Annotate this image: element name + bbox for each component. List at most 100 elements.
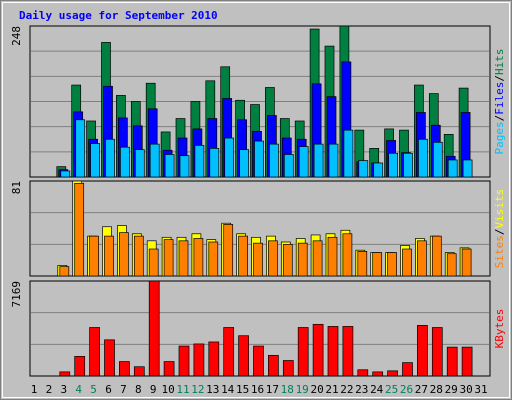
bar bbox=[238, 235, 248, 277]
x-tick-label: 26 bbox=[400, 383, 413, 396]
legend-entry: KBytes bbox=[493, 309, 506, 349]
bar bbox=[343, 129, 354, 178]
bar bbox=[372, 252, 383, 277]
bar bbox=[269, 143, 279, 178]
x-tick-label: 22 bbox=[340, 383, 353, 396]
bar bbox=[149, 143, 160, 178]
bar bbox=[134, 149, 145, 178]
bar bbox=[89, 327, 100, 377]
bar bbox=[74, 356, 86, 377]
bar bbox=[239, 149, 249, 178]
x-tick-label: 18 bbox=[281, 383, 294, 396]
bar bbox=[104, 339, 115, 377]
bar bbox=[357, 369, 369, 377]
bar bbox=[431, 327, 443, 377]
x-tick-label: 24 bbox=[370, 383, 384, 396]
bar bbox=[119, 232, 129, 277]
legend: KBytes bbox=[493, 309, 506, 349]
bar bbox=[74, 182, 85, 277]
x-tick-label: 13 bbox=[206, 383, 219, 396]
x-tick-label: 29 bbox=[445, 383, 458, 396]
bar bbox=[402, 248, 412, 277]
bar bbox=[312, 323, 324, 377]
legend: Pages/Files/Hits bbox=[493, 49, 506, 155]
bar bbox=[119, 361, 130, 377]
bar bbox=[208, 341, 220, 377]
bar bbox=[342, 326, 354, 377]
x-tick-label: 8 bbox=[135, 383, 142, 396]
bar bbox=[253, 242, 263, 277]
y-tick-label: 248 bbox=[10, 26, 23, 46]
bar bbox=[297, 327, 309, 377]
bar bbox=[462, 159, 473, 178]
bar bbox=[178, 240, 189, 277]
bar bbox=[327, 236, 338, 277]
bar bbox=[446, 253, 457, 277]
bar bbox=[447, 159, 458, 178]
x-tick-label: 6 bbox=[105, 383, 112, 396]
legend-separator: / bbox=[493, 75, 506, 82]
bar bbox=[387, 370, 398, 377]
bar bbox=[282, 360, 294, 377]
x-tick-label: 17 bbox=[266, 383, 279, 396]
bar bbox=[327, 326, 339, 377]
bar bbox=[90, 143, 100, 178]
x-tick-label: 27 bbox=[415, 383, 428, 396]
bar bbox=[312, 240, 323, 277]
legend-entry: Pages bbox=[493, 121, 506, 154]
bar bbox=[208, 241, 219, 277]
bar bbox=[164, 154, 175, 178]
x-tick-label: 7 bbox=[120, 383, 127, 396]
x-tick-label: 16 bbox=[251, 383, 264, 396]
bar bbox=[194, 144, 205, 178]
bar bbox=[223, 224, 234, 277]
legend-entry: Visits bbox=[493, 189, 506, 229]
bar bbox=[388, 152, 398, 178]
bar bbox=[193, 343, 205, 377]
bar bbox=[313, 143, 324, 178]
legend: Sites/Visits bbox=[493, 189, 506, 269]
bar bbox=[268, 354, 279, 377]
bar bbox=[297, 242, 308, 277]
bar bbox=[163, 239, 174, 277]
bar bbox=[253, 345, 264, 377]
bar bbox=[209, 148, 220, 178]
bar bbox=[89, 235, 99, 277]
bar bbox=[238, 335, 249, 377]
x-tick-label: 9 bbox=[150, 383, 157, 396]
bar bbox=[268, 240, 278, 277]
x-tick-label: 23 bbox=[355, 383, 368, 396]
chart-title: Daily usage for September 2010 bbox=[19, 9, 218, 22]
bar bbox=[104, 235, 114, 277]
legend-entry: Files bbox=[493, 82, 506, 115]
bar bbox=[372, 371, 384, 377]
bar bbox=[461, 346, 473, 377]
bar bbox=[446, 346, 458, 377]
bar bbox=[223, 327, 235, 377]
bar bbox=[163, 361, 175, 377]
x-tick-label: 4 bbox=[75, 383, 82, 396]
x-tick-label: 3 bbox=[60, 383, 67, 396]
bar bbox=[282, 243, 293, 277]
bar bbox=[418, 138, 428, 178]
bar bbox=[461, 248, 472, 277]
bar bbox=[328, 143, 339, 178]
bar bbox=[179, 155, 190, 178]
bar bbox=[178, 345, 190, 377]
bar bbox=[298, 146, 309, 178]
bar bbox=[432, 141, 443, 178]
x-tick-label: 28 bbox=[430, 383, 443, 396]
x-tick-label: 25 bbox=[385, 383, 398, 396]
x-tick-label: 1 bbox=[31, 383, 38, 396]
x-tick-label: 5 bbox=[90, 383, 97, 396]
bar bbox=[403, 152, 413, 178]
bar bbox=[358, 160, 369, 178]
x-tick-label: 30 bbox=[459, 383, 472, 396]
bar bbox=[148, 248, 159, 277]
bar bbox=[133, 366, 145, 377]
x-tick-label: 11 bbox=[176, 383, 189, 396]
bar bbox=[357, 251, 368, 277]
x-tick-label: 19 bbox=[296, 383, 309, 396]
